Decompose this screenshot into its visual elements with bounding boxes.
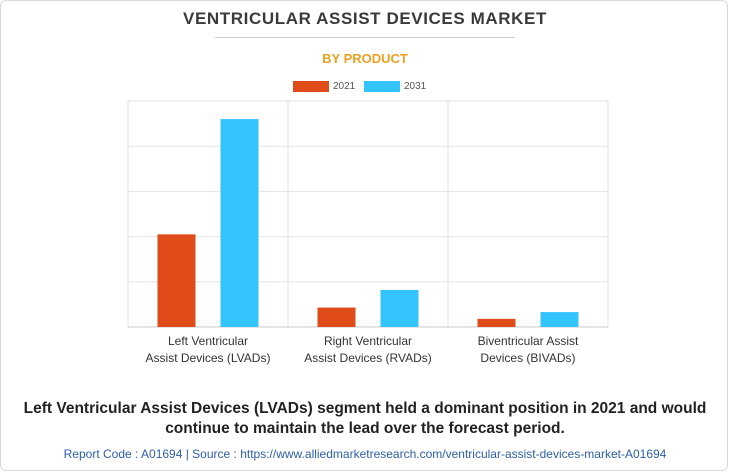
chart-title: VENTRICULAR ASSIST DEVICES MARKET [183, 9, 547, 28]
x-tick-label-2-line-2: Assist Devices (RVADs) [304, 351, 432, 365]
chart-subtitle: BY PRODUCT [322, 51, 408, 66]
chart-caption: Left Ventricular Assist Devices (LVADs) … [0, 399, 730, 439]
legend-label-2031: 2031 [404, 81, 427, 92]
bar-2031-1 [220, 119, 259, 327]
legend: 2021 2031 [0, 80, 730, 94]
bar-2031-2 [380, 289, 419, 327]
caption-line-1: Left Ventricular Assist Devices (LVADs) … [23, 400, 707, 417]
title-divider [215, 37, 515, 38]
x-tick-label-1-line-1: Left Ventricular [168, 334, 248, 348]
x-tick-label-1-line-2: Assist Devices (LVADs) [146, 351, 271, 365]
x-tick-label-2-line-1: Right Ventricular [324, 334, 412, 348]
legend-label-2021: 2021 [333, 81, 356, 92]
bar-2021-3 [477, 318, 516, 327]
source-line: Report Code : A01694 | Source : https://… [63, 447, 667, 461]
bar-2031-3 [540, 312, 579, 327]
legend-swatch-2021 [293, 81, 329, 92]
x-tick-label-3-line-2: Devices (BIVADs) [480, 351, 575, 365]
x-tick-label-3-line-1: Biventricular Assist [478, 334, 579, 348]
caption-line-2: continue to maintain the lead over the f… [165, 420, 565, 437]
legend-swatch-2031 [364, 81, 400, 92]
bar-2021-1 [157, 234, 196, 327]
bar-2021-2 [317, 307, 356, 327]
